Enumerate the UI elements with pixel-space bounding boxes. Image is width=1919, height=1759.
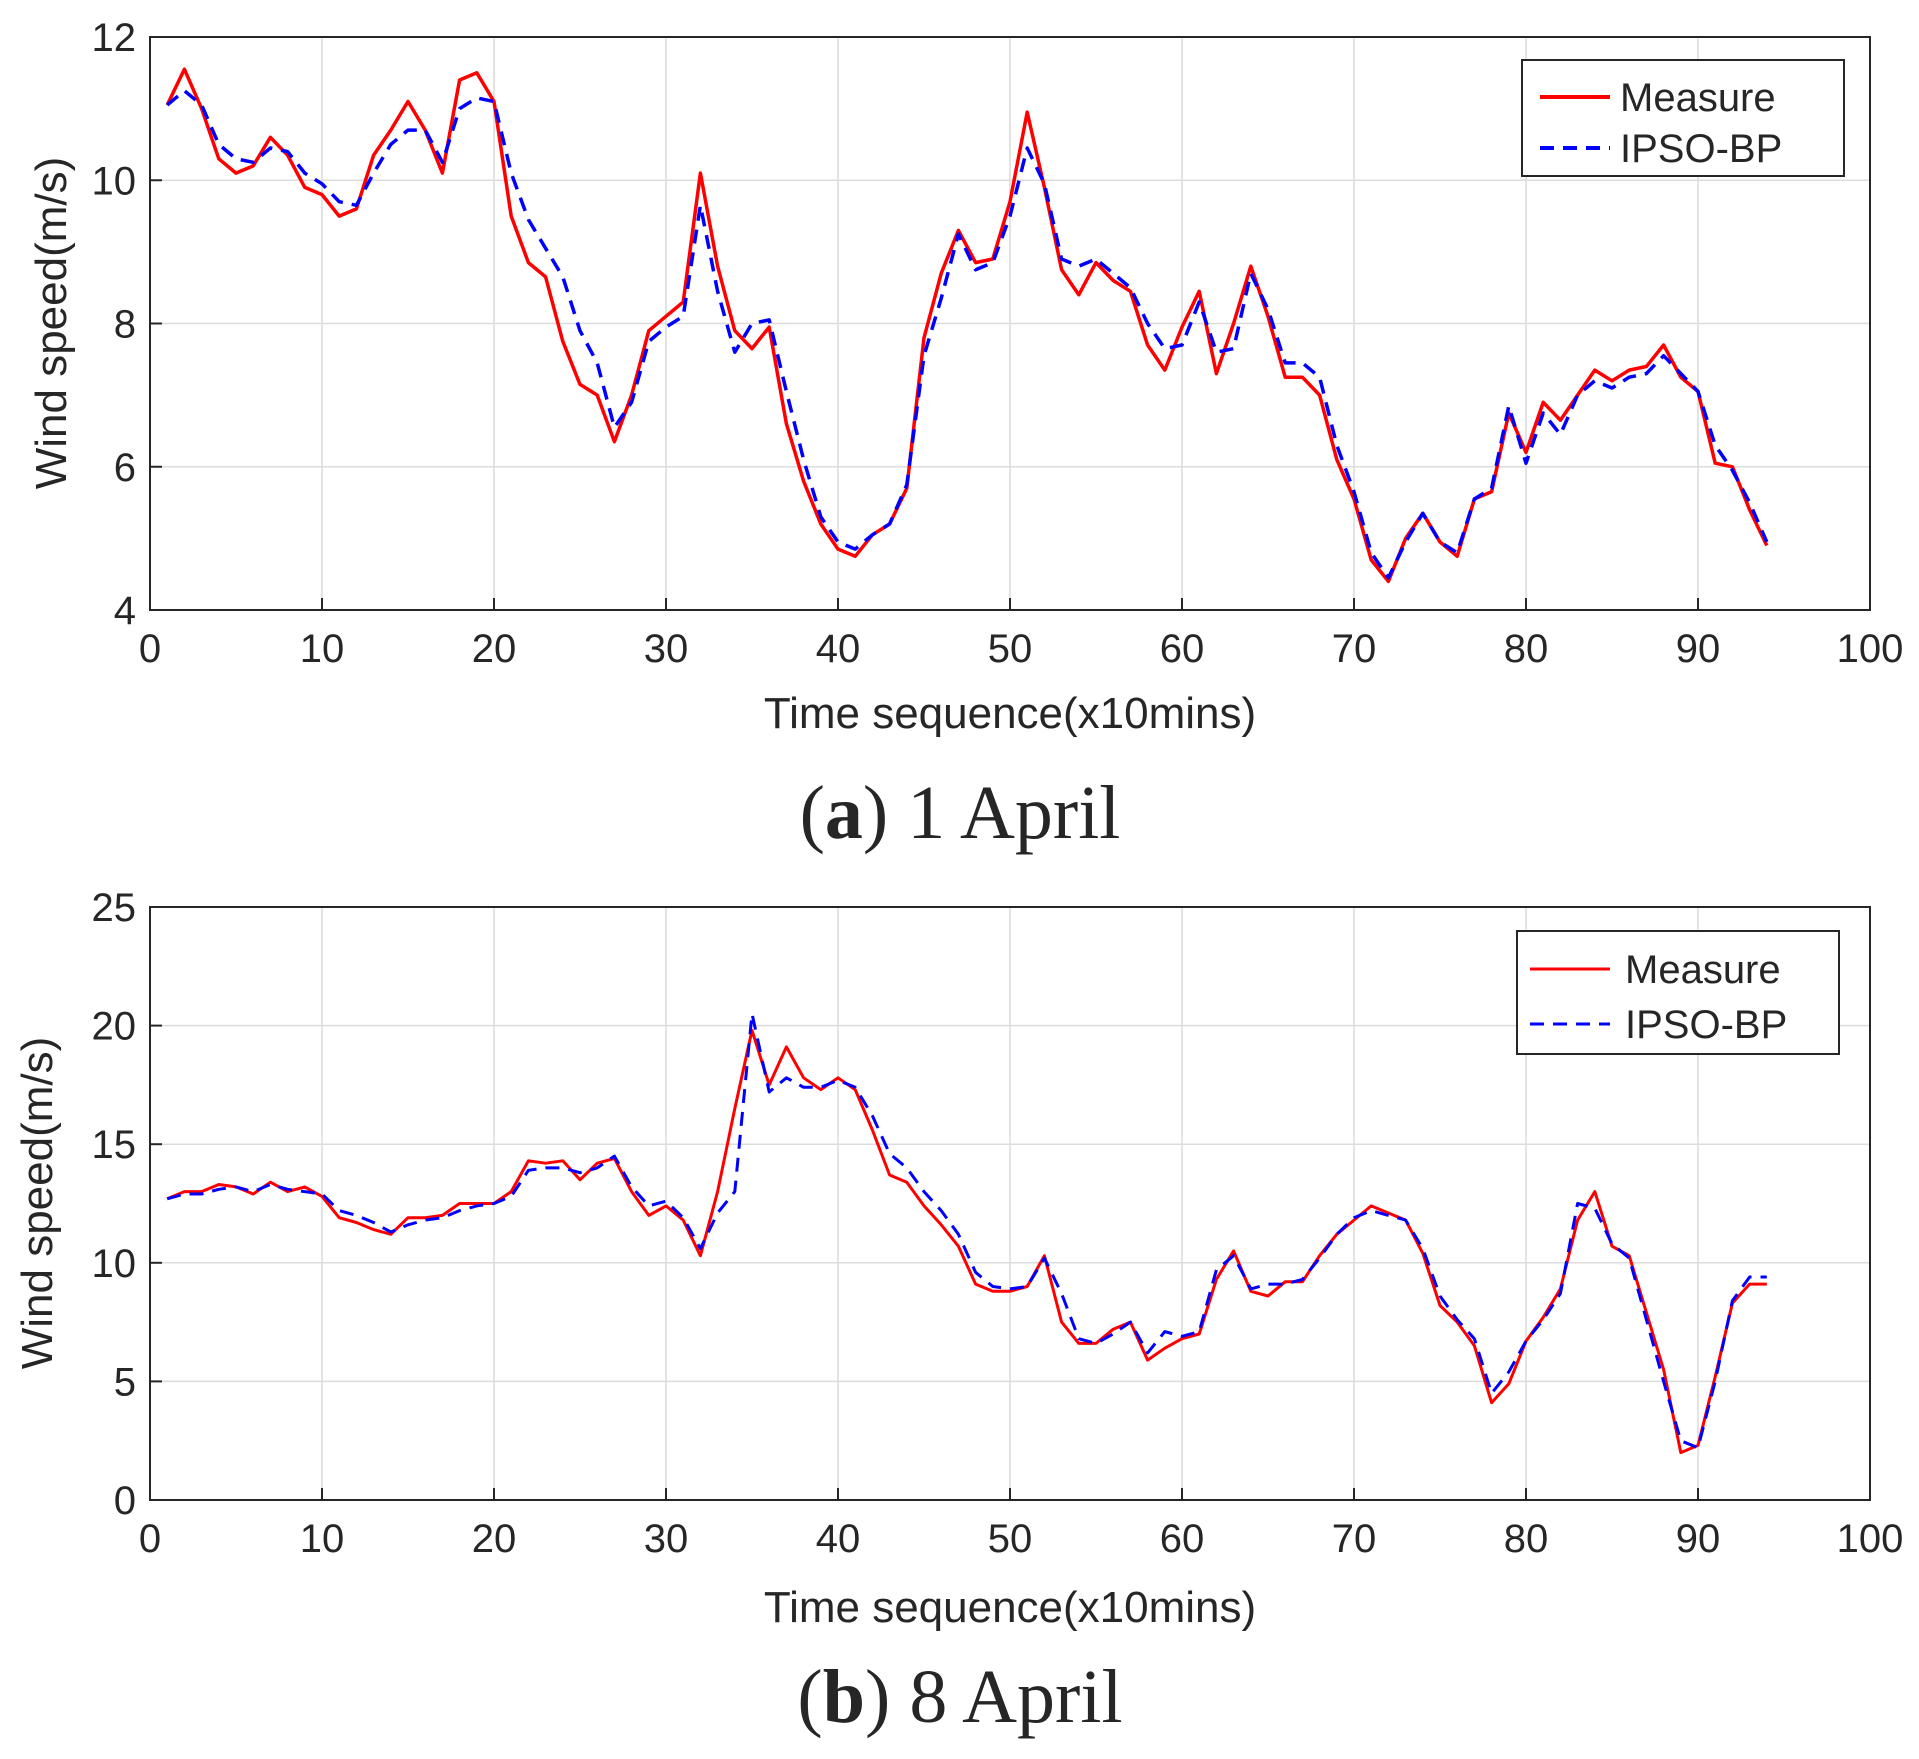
caption-label-b: b xyxy=(823,1655,865,1739)
x-tick-label: 90 xyxy=(1676,627,1721,671)
chart-a: 0 10 20 30 40 50 60 70 80 90 100 4 6 8 10 12 Time sequ… xyxy=(27,16,1903,855)
y-tick-label: 0 xyxy=(114,1479,136,1523)
x-tick-label: 100 xyxy=(1837,1517,1904,1561)
legend-label-ipso-bp-b: IPSO-BP xyxy=(1625,1003,1787,1047)
x-axis-label-a: Time sequence(x10mins) xyxy=(764,689,1256,738)
plot-frame-a xyxy=(149,36,1871,611)
x-tick-labels-b: 0 10 20 30 40 50 60 70 80 90 100 xyxy=(139,1517,1904,1561)
y-tick-labels-b: 0 5 10 15 20 25 xyxy=(92,886,137,1523)
x-tick-label: 30 xyxy=(644,1517,689,1561)
x-tick-label: 10 xyxy=(300,627,345,671)
x-tick-label: 20 xyxy=(472,1517,517,1561)
legend-label-measure-a: Measure xyxy=(1620,76,1776,120)
x-tick-labels-a: 0 10 20 30 40 50 60 70 80 90 100 xyxy=(139,627,1904,671)
series-line-measure xyxy=(165,67,1769,584)
legend-a: Measure IPSO-BP xyxy=(1521,59,1845,177)
x-tick-label: 80 xyxy=(1504,1517,1549,1561)
x-tick-label: 40 xyxy=(816,627,861,671)
x-tick-label: 60 xyxy=(1160,1517,1205,1561)
series-line-ipso-bp xyxy=(166,1012,1767,1450)
y-tick-label: 4 xyxy=(114,589,136,633)
x-tick-label: 80 xyxy=(1504,627,1549,671)
plot-frame-b xyxy=(149,906,1871,1501)
x-tick-label: 60 xyxy=(1160,627,1205,671)
caption-text-a: 1 April xyxy=(907,771,1120,855)
caption-text-b: 8 April xyxy=(909,1655,1122,1739)
caption-label-a: a xyxy=(825,771,863,855)
y-tick-label: 6 xyxy=(114,446,136,490)
x-tick-label: 0 xyxy=(139,627,161,671)
y-axis-label-b: Wind speed(m/s) xyxy=(13,1037,62,1370)
x-tick-label: 30 xyxy=(644,627,689,671)
legend-box-b xyxy=(1516,930,1840,1055)
series-group-b xyxy=(166,1012,1767,1455)
y-tick-label: 5 xyxy=(114,1360,136,1404)
x-tick-label: 50 xyxy=(988,1517,1033,1561)
series-line-ipso-bp xyxy=(166,88,1769,580)
x-axis-label-b: Time sequence(x10mins) xyxy=(764,1583,1256,1632)
legend-label-ipso-bp-a: IPSO-BP xyxy=(1620,127,1782,171)
legend-box-a xyxy=(1521,59,1845,177)
legend-b: Measure IPSO-BP xyxy=(1516,930,1840,1055)
x-tick-label: 10 xyxy=(300,1517,345,1561)
series-group-a xyxy=(165,67,1769,584)
x-tick-label: 70 xyxy=(1332,627,1377,671)
y-tick-label: 15 xyxy=(92,1123,137,1167)
y-tick-label: 8 xyxy=(114,303,136,347)
legend-label-measure-b: Measure xyxy=(1625,948,1781,992)
x-tick-label: 70 xyxy=(1332,1517,1377,1561)
y-tick-label: 10 xyxy=(92,1242,137,1286)
chart-b: 0 10 20 30 40 50 60 70 80 90 100 0 5 10 15 20 25 Time s… xyxy=(13,886,1903,1739)
x-tick-label: 40 xyxy=(816,1517,861,1561)
x-tick-label: 100 xyxy=(1837,627,1904,671)
x-tick-label: 0 xyxy=(139,1517,161,1561)
series-line-measure xyxy=(166,1028,1767,1455)
caption-b: (b) 8 April xyxy=(797,1655,1122,1739)
y-tick-label: 12 xyxy=(92,16,137,60)
y-tick-labels-a: 4 6 8 10 12 xyxy=(92,16,137,633)
x-tick-label: 20 xyxy=(472,627,517,671)
y-tick-label: 20 xyxy=(92,1005,137,1049)
y-tick-label: 25 xyxy=(92,886,137,930)
x-tick-label: 90 xyxy=(1676,1517,1721,1561)
y-tick-label: 10 xyxy=(92,159,137,203)
x-tick-label: 50 xyxy=(988,627,1033,671)
caption-a: (a) 1 April xyxy=(800,771,1121,855)
y-axis-label-a: Wind speed(m/s) xyxy=(27,157,76,490)
